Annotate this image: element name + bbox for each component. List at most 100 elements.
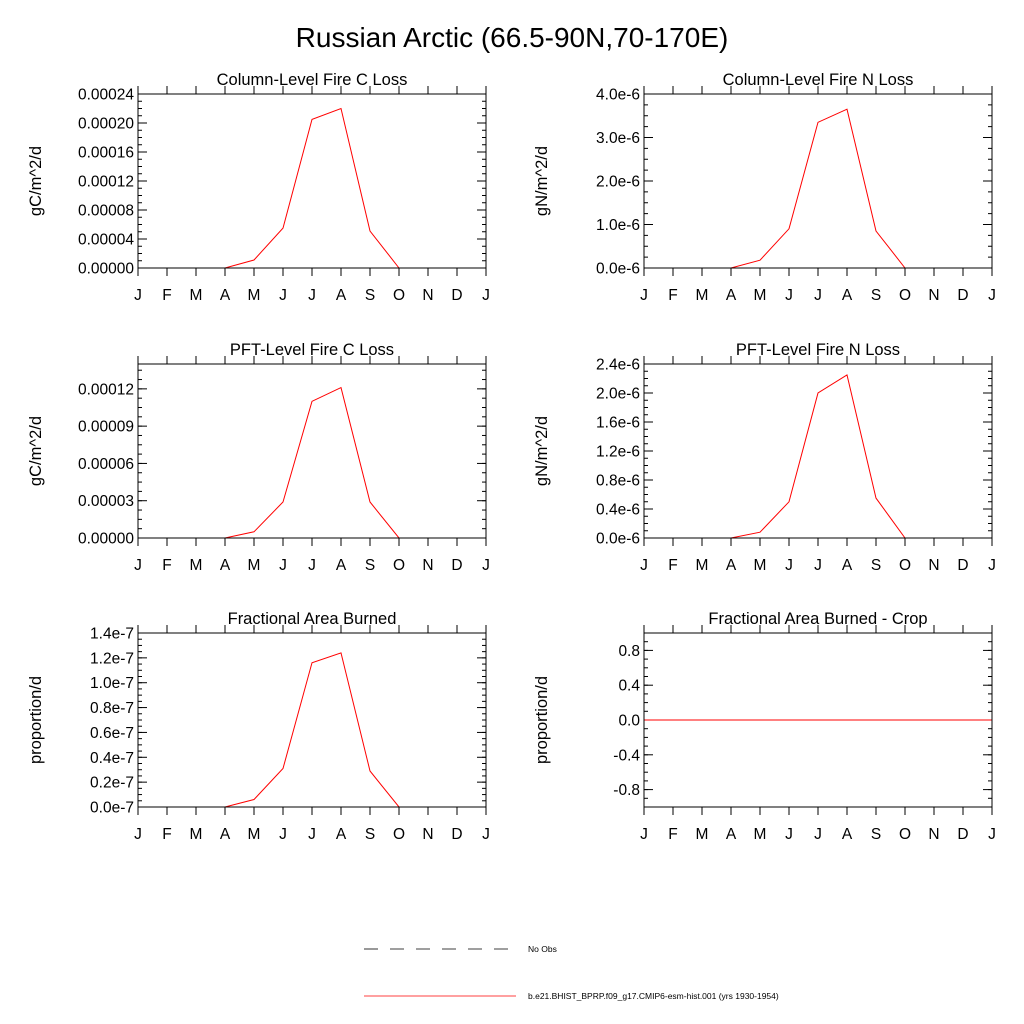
x-tick-label: A <box>726 287 737 304</box>
y-tick-label: 1.2e-6 <box>596 444 640 461</box>
x-tick-label: D <box>451 557 462 574</box>
x-tick-label: O <box>393 287 405 304</box>
plot-frame <box>137 93 487 269</box>
y-tick-label: 0.00000 <box>78 531 134 548</box>
y-tick-label: 0.00016 <box>78 145 134 162</box>
x-tick-label: D <box>957 557 968 574</box>
x-tick-label: S <box>871 826 881 843</box>
plot-frame <box>643 632 993 808</box>
panel-fractional-area-burned: Fractional Area Burned proportion/d 0.0e-7… <box>27 610 490 843</box>
x-tick-label: A <box>842 557 853 574</box>
x-tick-label: S <box>365 557 375 574</box>
x-tick-label: M <box>754 557 767 574</box>
x-tick-label: N <box>422 826 433 843</box>
x-tick-label: J <box>279 557 287 574</box>
y-axis-label: proportion/d <box>533 676 551 764</box>
x-tick-label: O <box>899 557 911 574</box>
x-tick-label: J <box>640 287 648 304</box>
y-tick-label: 0.0e-6 <box>596 531 640 548</box>
y-tick-label: 2.0e-6 <box>596 386 640 403</box>
y-tick-label: 4.0e-6 <box>596 87 640 104</box>
y-tick-label: 0.00012 <box>78 381 134 398</box>
y-tick-label: 0.0e-7 <box>90 800 134 817</box>
plot-frame <box>137 363 487 539</box>
y-tick-label: 0.2e-7 <box>90 775 134 792</box>
x-tick-label: A <box>220 826 231 843</box>
y-tick-label: 0.8e-6 <box>596 473 640 490</box>
x-tick-label: A <box>220 557 231 574</box>
x-tick-label: F <box>162 557 171 574</box>
legend: No Obs b.e21.BHIST_BPRP.f09_g17.CMIP6-es… <box>364 944 779 1001</box>
x-tick-label: J <box>482 826 490 843</box>
x-tick-label: S <box>871 557 881 574</box>
y-tick-label: 0.8 <box>618 643 640 660</box>
x-tick-label: A <box>220 287 231 304</box>
x-tick-label: M <box>248 826 261 843</box>
x-tick-label: A <box>336 826 347 843</box>
x-tick-label: M <box>754 287 767 304</box>
x-tick-label: N <box>928 826 939 843</box>
x-tick-label: J <box>308 557 316 574</box>
page-title: Russian Arctic (66.5-90N,70-170E) <box>295 22 729 53</box>
x-tick-label: D <box>451 826 462 843</box>
y-tick-label: 0.00020 <box>78 116 134 133</box>
y-tick-label: 0.6e-7 <box>90 725 134 742</box>
x-tick-label: J <box>134 557 142 574</box>
x-tick-label: M <box>190 287 203 304</box>
plot-frame <box>643 93 993 269</box>
y-axis-label: gN/m^2/d <box>533 416 551 486</box>
x-tick-label: N <box>422 557 433 574</box>
x-tick-label: O <box>899 287 911 304</box>
y-tick-label: 2.4e-6 <box>596 357 640 374</box>
y-tick-label: 0.4e-7 <box>90 750 134 767</box>
x-tick-label: A <box>726 826 737 843</box>
x-tick-label: M <box>190 826 203 843</box>
panel-pft-level-fire-n-loss: PFT-Level Fire N Loss gN/m^2/d 0.0e-6 0.4e-… <box>533 341 996 574</box>
y-tick-label: 0.00004 <box>78 232 134 249</box>
y-tick-label: 0.00012 <box>78 174 134 191</box>
x-tick-label: M <box>248 287 261 304</box>
y-tick-label: -0.4 <box>613 747 640 764</box>
x-tick-label: A <box>726 557 737 574</box>
y-tick-label: 0.00000 <box>78 261 134 278</box>
panel-pft-level-fire-c-loss: PFT-Level Fire C Loss gC/m^2/d 0.00000 0.00… <box>27 341 490 574</box>
x-tick-label: J <box>308 287 316 304</box>
y-tick-label: -0.8 <box>613 782 640 799</box>
series-line-model <box>138 652 486 808</box>
y-tick-label: 0.8e-7 <box>90 700 134 717</box>
x-tick-label: J <box>640 826 648 843</box>
x-tick-label: J <box>482 557 490 574</box>
y-tick-label: 0.00008 <box>78 203 134 220</box>
x-tick-label: J <box>308 826 316 843</box>
y-tick-label: 0.4e-6 <box>596 502 640 519</box>
x-tick-label: O <box>393 557 405 574</box>
y-tick-label: 0.0 <box>618 713 640 730</box>
x-tick-label: F <box>668 287 677 304</box>
x-tick-label: F <box>162 287 171 304</box>
y-tick-label: 0.00006 <box>78 456 134 473</box>
y-tick-label: 0.00003 <box>78 493 134 510</box>
x-tick-label: J <box>988 287 996 304</box>
panel-title: PFT-Level Fire N Loss <box>736 341 900 359</box>
x-tick-label: O <box>899 826 911 843</box>
x-tick-label: S <box>871 287 881 304</box>
legend-label-model: b.e21.BHIST_BPRP.f09_g17.CMIP6-esm-hist.… <box>528 991 779 1001</box>
x-tick-label: A <box>336 287 347 304</box>
y-tick-label: 0.00009 <box>78 419 134 436</box>
x-tick-label: J <box>988 557 996 574</box>
y-axis-label: gN/m^2/d <box>533 146 551 216</box>
x-tick-label: N <box>928 557 939 574</box>
x-tick-label: N <box>422 287 433 304</box>
y-tick-label: 0.00024 <box>78 87 134 104</box>
x-tick-label: J <box>814 287 822 304</box>
series-line-model <box>644 374 992 539</box>
x-tick-label: M <box>248 557 261 574</box>
y-tick-label: 1.4e-7 <box>90 626 134 643</box>
x-tick-label: D <box>957 826 968 843</box>
x-tick-label: J <box>785 287 793 304</box>
x-tick-label: F <box>668 826 677 843</box>
panel-title: Column-Level Fire C Loss <box>217 71 408 89</box>
x-tick-label: M <box>754 826 767 843</box>
legend-label-no-obs: No Obs <box>528 944 557 954</box>
y-axis-label: proportion/d <box>27 676 45 764</box>
